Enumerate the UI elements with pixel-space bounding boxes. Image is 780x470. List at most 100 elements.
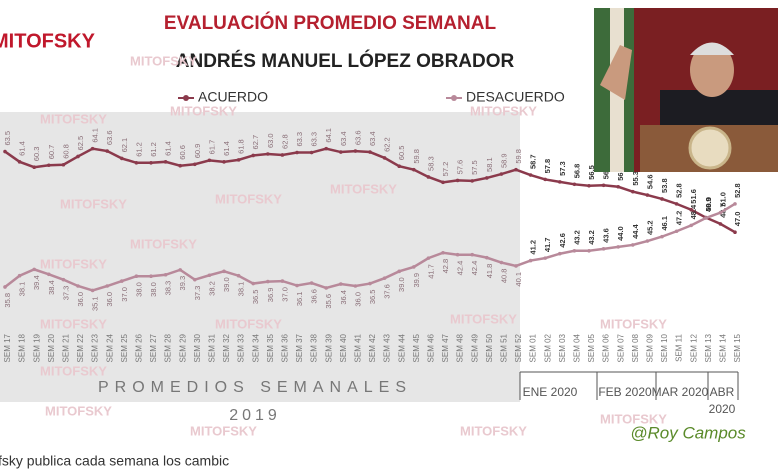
month-label: ENE 2020 — [523, 385, 578, 399]
data-label: 57.3 — [558, 161, 567, 176]
data-label: 58.1 — [485, 157, 494, 172]
data-point — [17, 160, 22, 164]
data-label: 36.0 — [76, 292, 85, 307]
watermark: MITOFSKY — [600, 411, 667, 426]
data-point — [514, 167, 518, 172]
data-label: 39.4 — [32, 275, 41, 290]
data-point — [660, 197, 664, 201]
x-tick-label: SEM 49 — [470, 333, 479, 362]
data-label: 37.0 — [120, 287, 129, 302]
x-tick-label: SEM 27 — [149, 333, 158, 362]
data-label: 63.4 — [368, 131, 377, 146]
x-tick-label: SEM 08 — [631, 333, 640, 362]
data-point — [499, 172, 504, 176]
data-point — [76, 284, 80, 288]
data-label: 52.8 — [733, 183, 742, 198]
x-tick-label: SEM 37 — [295, 333, 304, 362]
data-label: 36.5 — [251, 290, 260, 305]
data-label: 50.0 — [704, 197, 713, 212]
data-label: 58.9 — [499, 153, 508, 168]
data-point — [601, 183, 606, 188]
watermark: MITOFSKY — [170, 103, 237, 118]
data-point — [193, 162, 197, 167]
x-tick-label: SEM 19 — [32, 333, 41, 362]
data-label: 56.3 — [616, 166, 625, 181]
data-label: 51.6 — [689, 189, 698, 204]
data-label: 36.6 — [310, 289, 319, 304]
data-label: 40.1 — [514, 272, 523, 287]
data-label: 42.4 — [470, 261, 479, 276]
data-label: 39.3 — [178, 276, 187, 291]
data-label: 43.2 — [587, 230, 596, 245]
data-point — [572, 249, 577, 253]
data-label: 60.8 — [61, 144, 70, 159]
data-point — [47, 272, 51, 277]
data-label: 57.6 — [456, 160, 465, 175]
data-point — [689, 207, 693, 212]
x-tick-label: SEM 42 — [368, 333, 377, 362]
data-label: 62.8 — [280, 134, 289, 149]
data-label: 41.2 — [529, 240, 538, 255]
x-tick-label: SEM 50 — [485, 333, 494, 362]
data-point — [718, 210, 723, 215]
data-point — [718, 222, 723, 226]
watermark: MITOFSKY — [215, 316, 282, 331]
data-point — [353, 284, 358, 288]
data-point — [339, 150, 343, 154]
data-label: 63.0 — [266, 133, 275, 148]
data-point — [441, 180, 445, 185]
data-label: 49.9 — [704, 197, 713, 212]
x-tick-label: SEM 31 — [208, 333, 217, 362]
data-label: 64.1 — [91, 128, 100, 143]
legend-marker — [451, 95, 457, 101]
x-tick-label: SEM 02 — [543, 333, 552, 362]
data-label: 61.7 — [207, 140, 216, 155]
data-point — [353, 149, 358, 153]
data-label: 48.4 — [689, 204, 698, 219]
x-tick-label: SEM 24 — [105, 333, 114, 362]
data-point — [251, 153, 255, 158]
data-label: 43.2 — [572, 230, 581, 245]
x-tick-label: SEM 33 — [237, 333, 246, 362]
data-label: 53.8 — [660, 178, 669, 193]
x-tick-label: SEM 07 — [616, 333, 625, 362]
data-point — [455, 178, 460, 183]
x-tick-label: SEM 34 — [251, 333, 260, 362]
data-point — [587, 249, 591, 253]
data-label: 60.3 — [32, 147, 41, 162]
x-tick-label: SEM 20 — [47, 333, 56, 362]
data-label: 37.0 — [280, 287, 289, 302]
data-label: 62.5 — [76, 136, 85, 151]
watermark: MITOFSKY — [40, 363, 107, 378]
data-point — [105, 149, 109, 153]
data-point — [76, 154, 80, 159]
data-label: 57.5 — [470, 160, 479, 175]
data-point — [426, 175, 431, 179]
data-label: 60.6 — [178, 145, 187, 160]
data-label: 63.3 — [310, 132, 319, 147]
data-point — [543, 256, 547, 260]
x-tick-label: SEM 15 — [733, 333, 742, 362]
data-point — [222, 269, 226, 274]
data-label: 57.8 — [543, 159, 552, 174]
data-point — [47, 163, 51, 168]
data-label: 46.1 — [660, 216, 669, 231]
data-label: 41.7 — [426, 264, 435, 279]
chart-subtitle: ANDRÉS MANUEL LÓPEZ OBRADOR — [176, 50, 515, 72]
data-label: 39.9 — [412, 273, 421, 288]
data-point — [236, 273, 241, 278]
data-label: 62.2 — [383, 137, 392, 152]
data-label: 60.7 — [47, 145, 56, 160]
data-point — [368, 281, 372, 286]
data-label: 43.6 — [602, 228, 611, 243]
data-label: 36.4 — [339, 290, 348, 305]
data-label: 52.8 — [675, 183, 684, 198]
legend-label: ACUERDO — [198, 89, 268, 105]
last-year-label: 2020 — [709, 402, 736, 416]
data-point — [251, 281, 255, 286]
x-tick-label: SEM 46 — [427, 333, 436, 362]
month-label: FEB 2020 — [598, 385, 652, 399]
x-tick-label: SEM 35 — [266, 333, 275, 362]
data-point — [558, 251, 562, 256]
data-label: 38.1 — [237, 282, 246, 297]
